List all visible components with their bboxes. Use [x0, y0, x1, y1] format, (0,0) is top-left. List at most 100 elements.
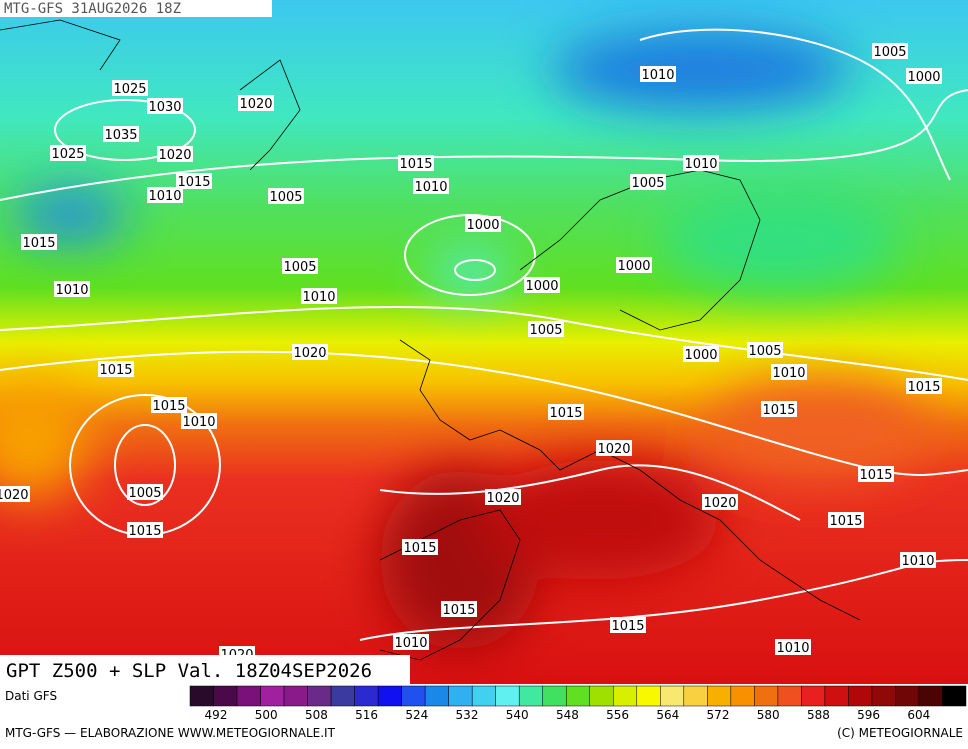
map-title: GPT Z500 + SLP Val. 18Z04SEP2026	[6, 660, 372, 682]
scale-tick-label: 588	[807, 708, 830, 722]
scale-swatch	[495, 685, 520, 707]
scale-swatch	[848, 685, 873, 707]
isobar-label: 1000	[907, 70, 940, 85]
scale-tick-label: 580	[757, 708, 780, 722]
label-box	[771, 364, 807, 380]
label-box	[157, 146, 193, 162]
label-box	[50, 145, 86, 161]
scale-swatch	[565, 685, 591, 707]
source-label: Dati GFS	[5, 689, 57, 703]
label-box	[858, 466, 894, 482]
label-box	[127, 522, 163, 538]
scale-tick-label: 572	[707, 708, 730, 722]
label-box	[616, 257, 652, 273]
label-box	[610, 617, 646, 633]
isobar-label: 1025	[113, 82, 146, 97]
label-box	[112, 80, 148, 96]
isobar-label: 1005	[748, 344, 781, 359]
label-box	[21, 234, 57, 250]
isobar-label: 1010	[776, 641, 809, 656]
scale-swatch	[189, 685, 214, 707]
scale-tick-label: 548	[556, 708, 579, 722]
isobar-label: 1010	[684, 157, 717, 172]
scale-tick-label: 516	[355, 708, 378, 722]
isobar-label: 1000	[525, 279, 558, 294]
isobar-label: 1015	[128, 524, 161, 539]
isobar-label: 1005	[631, 176, 664, 191]
scale-swatch	[260, 685, 285, 707]
label-box	[0, 486, 30, 502]
isobars	[0, 28, 968, 641]
scale-swatch	[471, 685, 496, 707]
scale-swatch	[636, 685, 661, 707]
scale-swatch	[213, 685, 238, 707]
label-box	[900, 552, 936, 568]
label-box	[485, 489, 521, 505]
scale-swatch	[754, 685, 779, 707]
label-box	[238, 95, 274, 111]
label-box	[413, 178, 449, 194]
isobar-label: 1005	[873, 45, 906, 60]
scale-swatch	[707, 685, 732, 707]
label-box	[103, 126, 139, 142]
isobar-label: 1015	[22, 236, 55, 251]
scale-tick-label: 556	[606, 708, 629, 722]
run-label: MTG-GFS 31AUG2026 18Z	[4, 1, 181, 17]
scale-swatch	[542, 685, 567, 707]
scale-swatch	[660, 685, 685, 707]
isobar-label: 1005	[128, 486, 161, 501]
label-box	[640, 66, 676, 82]
scale-swatch	[777, 685, 802, 707]
isobar-label: 1020	[486, 491, 519, 506]
scale-swatch	[330, 685, 355, 707]
scale-tick-label: 596	[857, 708, 880, 722]
footer-left: MTG-GFS — ELABORAZIONE WWW.METEOGIORNALE…	[5, 726, 336, 740]
isobar-label: 1010	[148, 189, 181, 204]
scale-swatch	[424, 685, 449, 707]
label-box	[393, 634, 429, 650]
isobar-label: 1015	[762, 403, 795, 418]
isobar-label: 1010	[182, 415, 215, 430]
color-scale: 492 500 508 516 524 532 540 548 556 564 572 580 588 5…	[189, 685, 967, 722]
label-box	[747, 342, 783, 358]
scale-swatch	[236, 685, 261, 707]
label-box	[268, 188, 304, 204]
label-box	[528, 321, 564, 337]
isobar-label: 1020	[597, 442, 630, 457]
label-box	[630, 174, 666, 190]
label-box	[465, 216, 501, 232]
isobar-label: 1000	[617, 259, 650, 274]
isobar-label: 1010	[641, 68, 674, 83]
label-box	[292, 344, 328, 360]
label-box	[147, 98, 183, 114]
scale-swatch	[377, 685, 402, 707]
scale-tick-label: 540	[506, 708, 529, 722]
isobar-label: 1010	[302, 290, 335, 305]
label-box	[181, 413, 217, 429]
scale-tick-label: 492	[205, 708, 228, 722]
label-box	[906, 68, 942, 84]
scale-swatch	[518, 685, 543, 707]
isobar-label: 1010	[55, 283, 88, 298]
isobar-label: 1010	[394, 636, 427, 651]
scale-swatch	[918, 685, 943, 707]
header-box	[0, 0, 272, 17]
scale-swatch	[448, 685, 473, 707]
isobar-label: 1015	[403, 541, 436, 556]
scale-tick-label: 564	[656, 708, 679, 722]
label-box	[761, 401, 797, 417]
isobar-label: 1015	[99, 363, 132, 378]
isobar-label: 1020	[239, 97, 272, 112]
label-box	[98, 361, 134, 377]
label-box	[683, 346, 719, 362]
isobar-label: 1015	[829, 514, 862, 529]
label-box	[828, 512, 864, 528]
title-box	[0, 655, 410, 684]
label-box	[702, 494, 738, 510]
isobar-label: 1015	[907, 380, 940, 395]
isobar-label: 1020	[0, 488, 29, 503]
scale-swatch	[824, 685, 849, 707]
scale-swatch	[307, 685, 332, 707]
isobar-label: 1005	[269, 190, 302, 205]
scale-swatch	[895, 685, 920, 707]
